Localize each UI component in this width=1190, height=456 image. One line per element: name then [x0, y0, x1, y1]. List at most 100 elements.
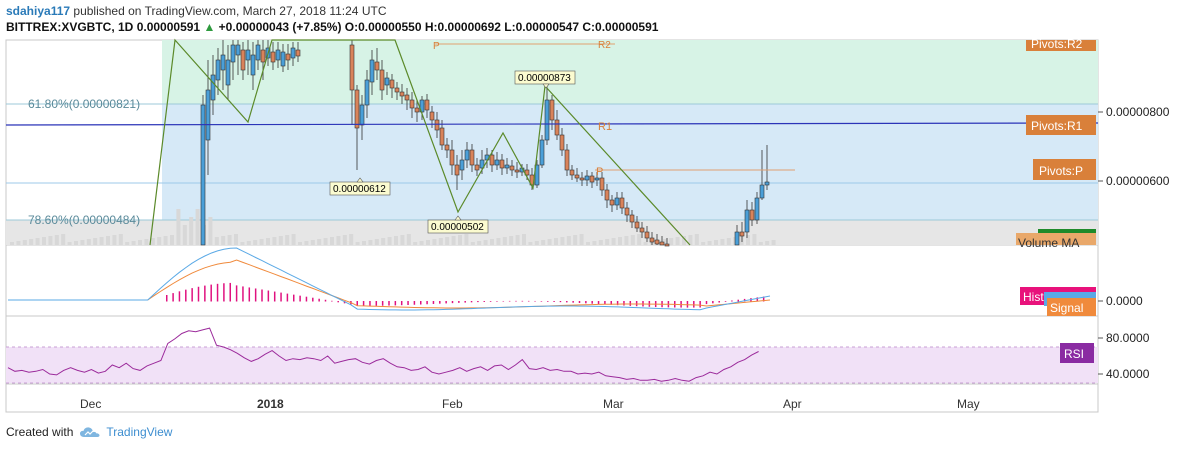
candle-body [260, 49, 266, 63]
candle-body [644, 231, 650, 239]
candle-body [210, 74, 216, 101]
fib-zone-blue [162, 104, 1098, 220]
candle-body [444, 144, 450, 151]
volume-bar [592, 241, 597, 245]
macd-tick-label: 0.0000 [1106, 294, 1143, 308]
volume-bar [534, 241, 539, 245]
signal-label: Signal [1047, 298, 1096, 316]
candle-body [205, 89, 211, 141]
candle-body [469, 149, 475, 166]
author-link[interactable]: sdahiya117 [6, 4, 71, 18]
volume-bar [598, 240, 603, 245]
candle-body [554, 119, 560, 136]
volume-bar [150, 238, 155, 245]
volume-bar [22, 240, 27, 245]
high-label: H: [424, 20, 438, 34]
volume-bar [387, 237, 392, 245]
candle-body [559, 134, 565, 151]
x-tick-mar: Mar [603, 397, 624, 411]
candle-body [434, 119, 440, 131]
candle-body [639, 227, 645, 233]
candle-body [439, 127, 445, 146]
volume-bar [342, 235, 347, 245]
volume-bar [16, 241, 21, 245]
candle-body [409, 99, 415, 109]
volume-bar [515, 235, 520, 245]
volume-bar [118, 234, 123, 245]
volume-bar [438, 238, 443, 245]
tradingview-brand[interactable]: TradingView [106, 425, 173, 439]
volume-bar [221, 236, 226, 245]
close-label: C: [582, 20, 596, 34]
candle-body [619, 197, 625, 209]
candle-body [564, 149, 570, 171]
volume-bar [624, 236, 629, 245]
candle-body [504, 164, 510, 169]
volume-bar [669, 238, 674, 245]
volume-bar [451, 236, 456, 245]
candle-body [200, 104, 206, 246]
pivot-label-r2: Pivots:R2 [1026, 37, 1096, 51]
fib-label-618: 61.80%(0.00000821) [28, 97, 140, 111]
volume-bar [477, 241, 482, 245]
swing-label-low: 0.00000502 [427, 215, 489, 234]
candle-body [569, 169, 575, 176]
x-tick-2018: 2018 [257, 397, 284, 411]
candle-body [364, 79, 370, 106]
candle-body [574, 174, 580, 179]
candle-body [280, 51, 286, 67]
candle-body [614, 197, 620, 206]
pivot-label-r1: Pivots:R1 [1026, 115, 1096, 135]
publish-line: sdahiya117 published on TradingView.com,… [6, 3, 658, 19]
signal-line [8, 259, 771, 309]
volume-bar [86, 239, 91, 245]
volume-bar [541, 240, 546, 245]
volume-bar [291, 234, 296, 245]
ohlc-line: BITTREX:XVGBTC, 1D 0.00000591 ▲ +0.00000… [6, 19, 658, 35]
zigzag-trendline[interactable] [149, 38, 691, 246]
pivot-r1-short: R1 [598, 121, 612, 133]
volume-bar [464, 234, 469, 245]
candle-body [359, 104, 365, 126]
swing-text-high: 0.00000873 [518, 73, 571, 84]
volume-bar [272, 237, 277, 245]
volume-bar [362, 241, 366, 245]
volume-bar [285, 235, 290, 245]
volume-bar [611, 238, 616, 245]
candle-body [295, 49, 301, 57]
volume-bar [61, 234, 66, 245]
candle-body [394, 87, 400, 93]
volume-bar [432, 239, 437, 245]
volume-ma-text: Volume MA [1018, 236, 1079, 250]
volume-bar [528, 242, 533, 245]
volume-bar [643, 242, 648, 245]
rsi-tick-label-80: 80.0000 [1106, 331, 1150, 345]
volume-bar [630, 235, 635, 245]
candle-body [499, 159, 505, 169]
volume-bar [637, 234, 642, 245]
resistance-line[interactable] [5, 122, 1099, 126]
volume-bar [214, 237, 219, 245]
candle-body [649, 237, 655, 243]
fib-zone-green [162, 40, 1098, 104]
candle-body [514, 169, 520, 173]
candle-body [215, 59, 221, 81]
volume-bar [278, 236, 283, 245]
candle-body [634, 221, 640, 229]
volume-bar [131, 241, 136, 245]
candle-body [594, 177, 600, 181]
volume-bar [752, 234, 757, 245]
candle-body [290, 47, 296, 59]
volume-bar [99, 237, 104, 245]
volume-bar [490, 239, 494, 245]
swing-text-low: 0.00000502 [431, 222, 484, 233]
volume-bar [765, 241, 770, 245]
volume-bar [112, 235, 117, 245]
pivot-r1-text: Pivots:R1 [1031, 119, 1083, 133]
candle-body [589, 175, 595, 183]
time-axis [5, 383, 1099, 413]
tradingview-link[interactable]: TradingView [79, 425, 172, 439]
volume-bar [35, 238, 40, 245]
